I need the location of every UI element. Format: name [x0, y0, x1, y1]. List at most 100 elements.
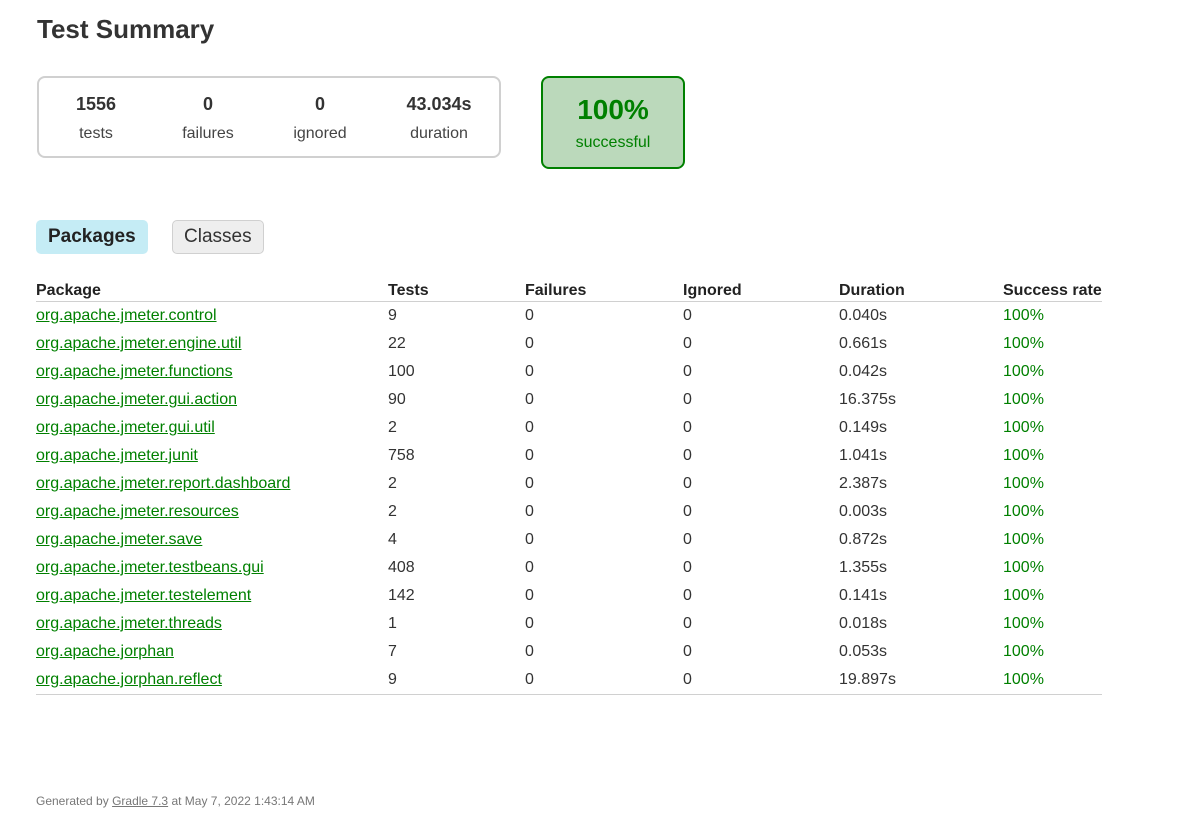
- ignored-count: 0: [314, 94, 325, 114]
- package-link[interactable]: org.apache.jorphan: [36, 643, 174, 660]
- ignored-cell: 0: [683, 475, 692, 492]
- ignored-counter: 0 ignored: [265, 94, 375, 143]
- tests-label: tests: [79, 125, 113, 142]
- gradle-link[interactable]: Gradle 7.3: [112, 794, 169, 808]
- table-row: org.apache.jmeter.gui.action 90 0 0 16.375s 1…: [36, 386, 1102, 414]
- success-rate-cell: 100%: [1003, 587, 1044, 604]
- duration-cell: 0.003s: [839, 503, 888, 520]
- tests-cell: 9: [388, 666, 525, 695]
- ignored-cell: 0: [683, 587, 692, 604]
- table-row: org.apache.jmeter.testbeans.gui 408 0 0 1.35…: [36, 554, 1102, 582]
- package-cell: org.apache.jmeter.gui.util: [36, 414, 388, 442]
- ignored-cell: 0: [683, 666, 839, 695]
- package-link[interactable]: org.apache.jmeter.control: [36, 307, 217, 324]
- table-row: org.apache.jorphan.reflect 9 0 0 19.897s 100%: [36, 666, 1102, 695]
- failures-cell: 0: [525, 643, 534, 660]
- tab-classes[interactable]: Classes: [172, 220, 264, 254]
- failures-label: failures: [182, 125, 234, 142]
- package-cell: org.apache.jmeter.testbeans.gui: [36, 554, 388, 582]
- header-package: Package: [36, 278, 388, 302]
- duration-counter: 43.034s duration: [384, 94, 494, 143]
- package-link[interactable]: org.apache.jmeter.report.dashboard: [36, 475, 291, 492]
- duration-label: duration: [410, 125, 468, 142]
- failures-count: 0: [202, 94, 213, 114]
- package-cell: org.apache.jmeter.functions: [36, 358, 388, 386]
- duration-cell: 0.661s: [839, 335, 888, 352]
- footer: Generated by Gradle 7.3 at May 7, 2022 1…: [36, 794, 315, 808]
- failures-cell: 0: [525, 307, 534, 324]
- tests-cell: 2: [388, 503, 397, 520]
- package-link[interactable]: org.apache.jmeter.threads: [36, 615, 222, 632]
- failures-cell: 0: [525, 559, 534, 576]
- package-link[interactable]: org.apache.jmeter.testelement: [36, 587, 252, 604]
- tests-cell: 4: [388, 531, 397, 548]
- summary-box: 1556 tests 0 failures 0 ignored 43.034s …: [37, 76, 501, 158]
- table-row: org.apache.jmeter.engine.util 22 0 0 0.661s 1…: [36, 330, 1102, 358]
- tests-cell: 2: [388, 475, 397, 492]
- tests-counter: 1556 tests: [41, 94, 151, 143]
- package-cell: org.apache.jmeter.junit: [36, 442, 388, 470]
- failures-cell: 0: [525, 419, 534, 436]
- success-rate-cell: 100%: [1003, 503, 1044, 520]
- duration-cell: 0.149s: [839, 419, 888, 436]
- package-link[interactable]: org.apache.jmeter.functions: [36, 363, 233, 380]
- failures-cell: 0: [525, 587, 534, 604]
- duration-cell: 0.042s: [839, 363, 888, 380]
- tests-cell: 2: [388, 419, 397, 436]
- ignored-label: ignored: [293, 125, 347, 142]
- success-rate-cell: 100%: [1003, 307, 1044, 324]
- table-row: org.apache.jmeter.testelement 142 0 0 0.141s…: [36, 582, 1102, 610]
- table-row: org.apache.jmeter.junit 758 0 0 1.041s 100%: [36, 442, 1102, 470]
- success-rate-box: 100% successful: [541, 76, 685, 169]
- success-rate-value: 100%: [577, 94, 649, 125]
- package-link[interactable]: org.apache.jmeter.junit: [36, 447, 198, 464]
- failures-cell: 0: [525, 475, 534, 492]
- ignored-cell: 0: [683, 559, 692, 576]
- package-link[interactable]: org.apache.jmeter.gui.util: [36, 419, 215, 436]
- duration-cell: 1.041s: [839, 447, 888, 464]
- package-cell: org.apache.jmeter.testelement: [36, 582, 388, 610]
- success-rate-cell: 100%: [1003, 391, 1044, 408]
- package-cell: org.apache.jmeter.threads: [36, 610, 388, 638]
- success-rate-cell: 100%: [1003, 475, 1044, 492]
- package-link[interactable]: org.apache.jmeter.gui.action: [36, 391, 238, 408]
- failures-cell: 0: [525, 503, 534, 520]
- success-rate-cell: 100%: [1003, 615, 1044, 632]
- tests-cell: 758: [388, 447, 415, 464]
- failures-cell: 0: [525, 447, 534, 464]
- header-tests: Tests: [388, 278, 525, 302]
- ignored-cell: 0: [683, 643, 692, 660]
- duration-value: 43.034s: [406, 94, 472, 114]
- tests-count: 1556: [75, 94, 117, 114]
- tests-cell: 408: [388, 559, 415, 576]
- table-body: org.apache.jmeter.control 9 0 0 0.040s 100% or…: [36, 302, 1102, 695]
- package-cell: org.apache.jmeter.resources: [36, 498, 388, 526]
- tab-packages[interactable]: Packages: [36, 220, 148, 254]
- duration-cell: 0.053s: [839, 643, 888, 660]
- package-link[interactable]: org.apache.jorphan.reflect: [36, 671, 222, 688]
- ignored-cell: 0: [683, 391, 692, 408]
- package-link[interactable]: org.apache.jmeter.resources: [36, 503, 239, 520]
- failures-cell: 0: [525, 363, 534, 380]
- failures-cell: 0: [525, 335, 534, 352]
- duration-cell: 19.897s: [839, 666, 1003, 695]
- ignored-cell: 0: [683, 447, 692, 464]
- package-link[interactable]: org.apache.jmeter.testbeans.gui: [36, 559, 264, 576]
- failures-cell: 0: [525, 615, 534, 632]
- table-row: org.apache.jmeter.resources 2 0 0 0.003s 100%: [36, 498, 1102, 526]
- tests-cell: 90: [388, 391, 406, 408]
- success-rate-label: successful: [575, 134, 651, 151]
- tests-cell: 100: [388, 363, 415, 380]
- package-link[interactable]: org.apache.jmeter.save: [36, 531, 203, 548]
- success-rate-cell: 100%: [1003, 335, 1044, 352]
- duration-cell: 0.872s: [839, 531, 888, 548]
- success-rate-cell: 100%: [1003, 419, 1044, 436]
- ignored-cell: 0: [683, 363, 692, 380]
- duration-cell: 0.040s: [839, 307, 888, 324]
- tests-cell: 1: [388, 615, 397, 632]
- duration-cell: 2.387s: [839, 475, 888, 492]
- success-rate-cell: 100%: [1003, 531, 1044, 548]
- success-rate-cell: 100%: [1003, 447, 1044, 464]
- package-link[interactable]: org.apache.jmeter.engine.util: [36, 335, 242, 352]
- duration-cell: 0.141s: [839, 587, 888, 604]
